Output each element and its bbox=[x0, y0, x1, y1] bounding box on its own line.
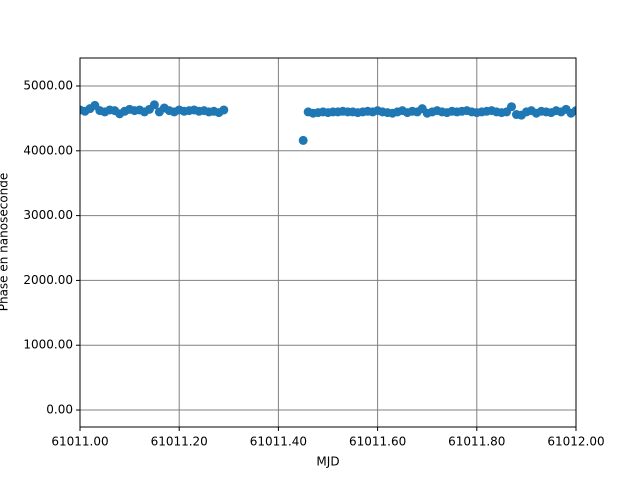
data-point bbox=[298, 135, 308, 145]
y-tick-label: 3000.00 bbox=[23, 208, 73, 222]
x-tick-label: 61012.00 bbox=[547, 435, 604, 449]
plot-area bbox=[80, 100, 576, 145]
y-tick-label: 1000.00 bbox=[23, 338, 73, 352]
x-tick-label: 61011.60 bbox=[349, 435, 406, 449]
y-tick-label: 0.00 bbox=[46, 403, 73, 417]
data-point bbox=[507, 102, 517, 112]
y-axis-label: Phase en nanoseconde bbox=[0, 173, 11, 312]
data-point bbox=[149, 100, 159, 110]
data-point bbox=[571, 106, 576, 116]
x-tick-label: 61011.40 bbox=[250, 435, 307, 449]
x-axis-label: MJD bbox=[316, 455, 339, 469]
x-tick-label: 61011.80 bbox=[448, 435, 505, 449]
data-point bbox=[219, 105, 229, 115]
y-tick-label: 4000.00 bbox=[23, 143, 73, 157]
y-tick-label: 5000.00 bbox=[23, 78, 73, 92]
x-tick-label: 61011.20 bbox=[151, 435, 208, 449]
axes-frame bbox=[79, 57, 577, 428]
y-tick-label: 2000.00 bbox=[23, 273, 73, 287]
x-tick-label: 61011.00 bbox=[51, 435, 108, 449]
